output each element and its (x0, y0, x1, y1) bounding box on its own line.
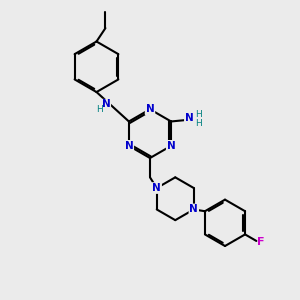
Text: H: H (195, 110, 202, 119)
Text: N: N (167, 141, 176, 151)
Text: H: H (195, 119, 202, 128)
Text: N: N (124, 141, 133, 151)
Text: N: N (102, 99, 110, 110)
Text: N: N (146, 104, 154, 114)
Text: N: N (184, 112, 193, 123)
Text: N: N (189, 204, 198, 214)
Text: N: N (152, 183, 161, 193)
Text: F: F (257, 237, 265, 248)
Text: H: H (96, 105, 103, 114)
